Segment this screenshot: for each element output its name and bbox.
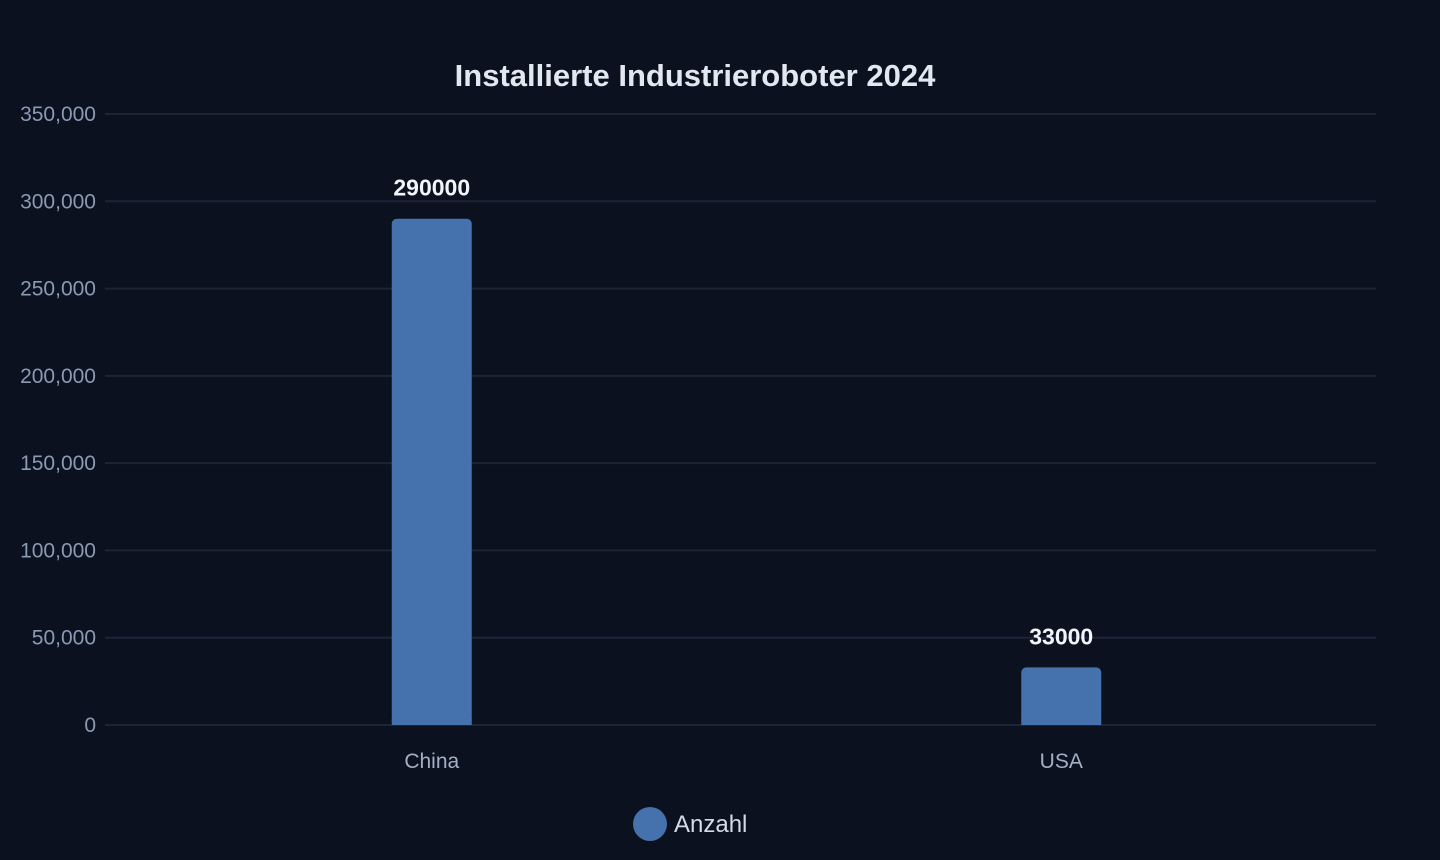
bar-china[interactable] (391, 218, 472, 725)
legend[interactable]: Anzahl (633, 807, 747, 841)
y-tick-label: 100,000 (20, 539, 96, 562)
data-label: 33000 (1029, 623, 1093, 649)
y-tick-label: 250,000 (20, 278, 96, 301)
y-tick-label: 0 (84, 714, 96, 737)
y-tick-label: 350,000 (20, 103, 96, 126)
y-axis-ticks: 0 50,000 100,000 150,000 200,000 250,000 300,0… (20, 103, 96, 737)
bars (391, 218, 1102, 725)
x-axis-ticks: China USA (404, 750, 1083, 773)
data-label: 290000 (393, 175, 470, 201)
bar-base (1021, 719, 1102, 725)
y-tick-label: 150,000 (20, 452, 96, 475)
x-tick-label: USA (1040, 750, 1083, 773)
legend-swatch (633, 807, 667, 841)
y-tick-label: 50,000 (32, 627, 96, 650)
y-tick-label: 200,000 (20, 365, 96, 388)
x-tick-label: China (404, 750, 459, 773)
gridlines (105, 113, 1376, 726)
bar-usa[interactable] (1021, 667, 1102, 725)
legend-label: Anzahl (674, 811, 747, 838)
y-tick-label: 300,000 (20, 190, 96, 213)
bar-base (391, 719, 472, 725)
chart-title: Installierte Industrieroboter 2024 (455, 58, 936, 93)
data-labels: 290000 33000 (393, 175, 1093, 650)
